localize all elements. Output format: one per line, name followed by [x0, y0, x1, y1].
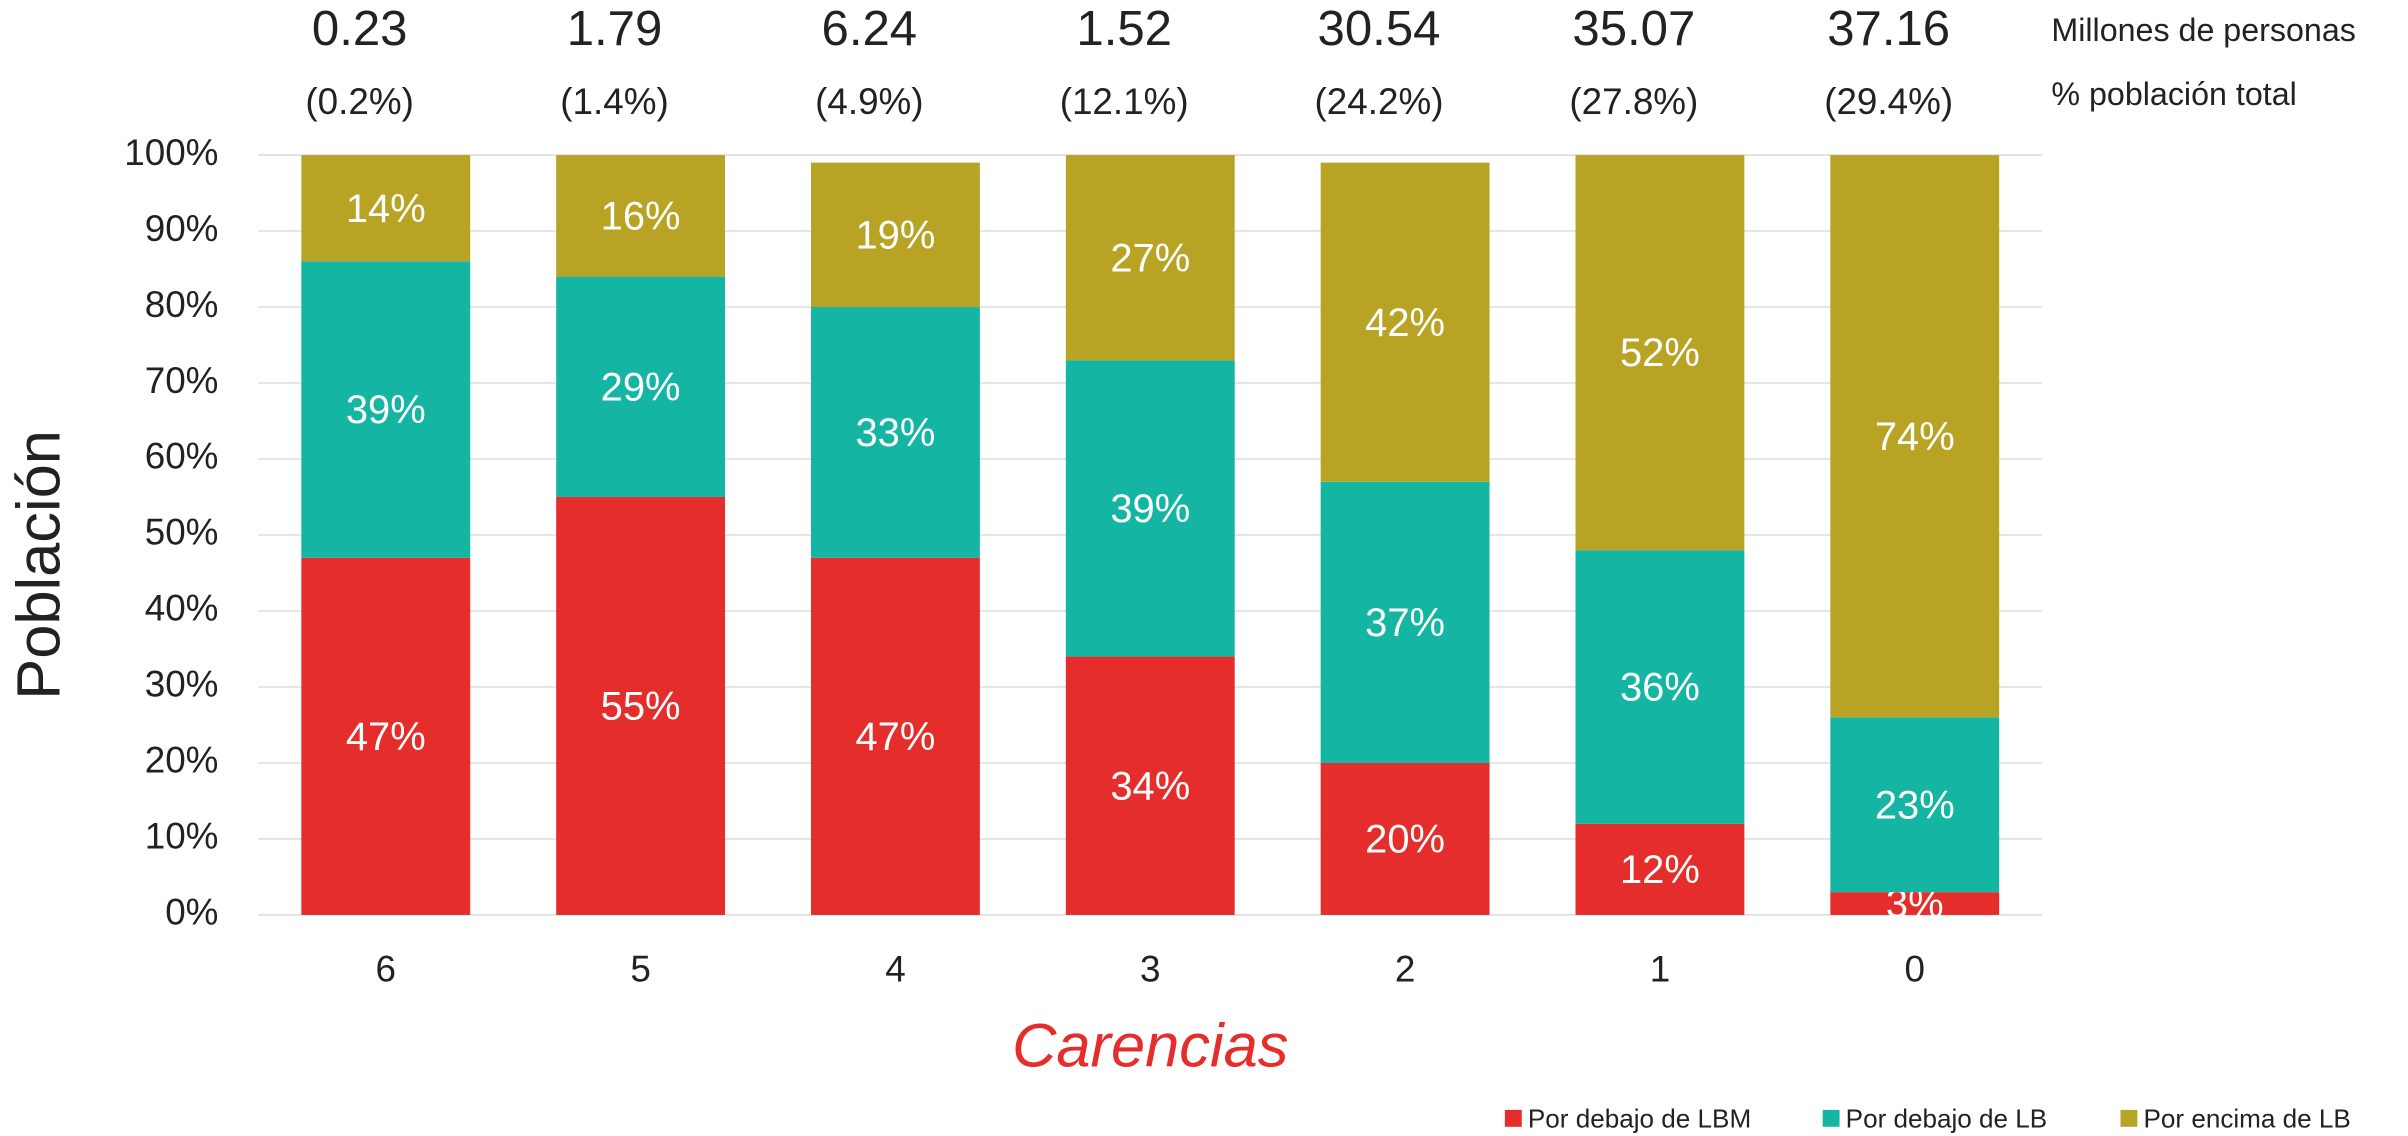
top-percent: (12.1%): [1060, 81, 1189, 122]
top-percent: (24.2%): [1315, 81, 1444, 122]
bar-segment: [301, 155, 471, 262]
x-tick-label: 3: [1140, 948, 1160, 989]
legend-label: Por debajo de LB: [1846, 1104, 2048, 1134]
bar-segment: [301, 261, 471, 558]
legend-swatch: [1504, 1109, 1522, 1127]
data-label: 39%: [346, 388, 426, 432]
data-label: 33%: [856, 411, 936, 455]
bar-segment: [811, 557, 980, 915]
data-label: 27%: [1110, 236, 1190, 280]
x-tick-label: 6: [376, 948, 396, 989]
data-label: 20%: [1365, 818, 1445, 862]
top-value: 0.23: [312, 2, 408, 56]
bar-segment: [556, 276, 726, 497]
data-label: 16%: [601, 194, 681, 238]
bar-segment: [1575, 550, 1745, 824]
top-value: 1.79: [567, 2, 663, 56]
data-label: 34%: [1110, 764, 1190, 808]
y-tick-label: 90%: [145, 208, 219, 249]
top-value: 37.16: [1827, 2, 1950, 56]
y-tick-label: 80%: [145, 284, 219, 325]
y-tick-label: 40%: [145, 588, 219, 629]
x-tick-label: 4: [885, 948, 905, 989]
data-label: 39%: [1110, 487, 1190, 531]
top-percent: (4.9%): [815, 81, 923, 122]
top-percent: (0.2%): [305, 81, 413, 122]
bar-segment: [1830, 717, 2000, 893]
bar-segment: [811, 162, 980, 308]
top-row-name: % población total: [2051, 76, 2296, 112]
data-label: 42%: [1365, 301, 1445, 345]
top-percent: (27.8%): [1569, 81, 1698, 122]
data-label: 74%: [1875, 415, 1955, 459]
y-tick-label: 30%: [145, 664, 219, 705]
x-tick-label: 5: [630, 948, 650, 989]
bar-segment: [1065, 155, 1235, 361]
data-label: 55%: [601, 685, 681, 729]
bar-segment: [1065, 656, 1235, 915]
data-label: 14%: [346, 187, 426, 231]
top-value: 35.07: [1572, 2, 1695, 56]
y-tick-label: 0%: [165, 892, 218, 933]
top-value: 1.52: [1076, 2, 1172, 56]
x-axis-label: Carencias: [1012, 1011, 1288, 1080]
top-value: 6.24: [822, 2, 918, 56]
y-axis-label: Población: [5, 430, 74, 700]
y-tick-label: 100%: [124, 132, 218, 173]
bar-segment: [811, 307, 980, 558]
legend-swatch: [1822, 1109, 1840, 1127]
bar-segment: [1830, 155, 2000, 718]
x-tick-label: 0: [1905, 948, 1925, 989]
bar-segment: [1575, 823, 1745, 915]
top-percent: (1.4%): [560, 81, 668, 122]
bar-segment: [1575, 155, 1745, 551]
y-tick-label: 50%: [145, 512, 219, 553]
data-label: 12%: [1620, 848, 1700, 892]
bar-segment: [301, 557, 471, 915]
bar-segment: [1065, 360, 1235, 657]
top-row-name: Millones de personas: [2051, 12, 2355, 48]
data-label: 29%: [601, 365, 681, 409]
bar-segment: [556, 155, 726, 277]
y-tick-label: 70%: [145, 360, 219, 401]
legend-label: Por encima de LB: [2144, 1104, 2351, 1134]
x-tick-label: 2: [1395, 948, 1415, 989]
x-tick-label: 1: [1650, 948, 1670, 989]
top-value: 30.54: [1318, 2, 1441, 56]
data-label: 23%: [1875, 783, 1955, 827]
data-label: 37%: [1365, 601, 1445, 645]
data-label: 52%: [1620, 331, 1700, 375]
bar-segment: [1830, 892, 2000, 915]
bar-segment: [1320, 162, 1490, 482]
data-label: 47%: [346, 715, 426, 759]
top-percent: (29.4%): [1824, 81, 1953, 122]
data-label: 47%: [856, 715, 936, 759]
data-label: 19%: [856, 213, 936, 257]
y-tick-label: 10%: [145, 816, 219, 857]
y-tick-label: 60%: [145, 436, 219, 477]
bar-segment: [1320, 762, 1490, 915]
legend-swatch: [2120, 1109, 2138, 1127]
bar-segment: [556, 497, 726, 915]
bar-segment: [1320, 481, 1490, 763]
data-label: 36%: [1620, 666, 1700, 710]
y-tick-label: 20%: [145, 740, 219, 781]
legend-label: Por debajo de LBM: [1528, 1104, 1751, 1134]
